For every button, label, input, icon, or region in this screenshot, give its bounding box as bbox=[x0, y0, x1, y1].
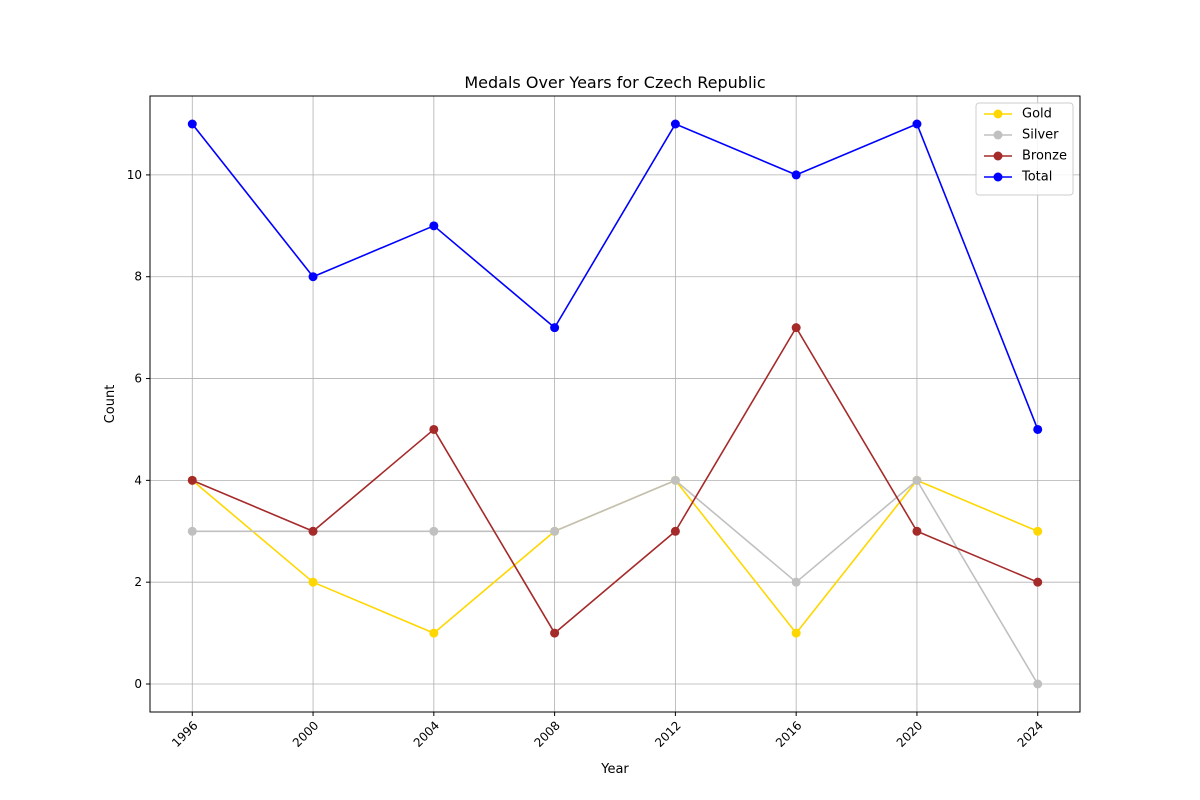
chart-title: Medals Over Years for Czech Republic bbox=[464, 73, 765, 92]
data-point-bronze bbox=[429, 424, 439, 434]
data-point-silver bbox=[670, 475, 680, 485]
data-point-gold bbox=[308, 577, 318, 587]
data-point-total bbox=[912, 119, 922, 129]
series-line-total bbox=[191, 123, 1039, 430]
data-point-total bbox=[308, 272, 318, 282]
data-point-total bbox=[791, 170, 801, 180]
legend-box bbox=[975, 102, 1074, 196]
data-point-bronze bbox=[187, 475, 197, 485]
legend-label-gold: Gold bbox=[1022, 107, 1052, 122]
data-point-silver bbox=[187, 526, 197, 536]
y-tick-label: 8 bbox=[134, 270, 142, 284]
data-point-silver bbox=[1033, 679, 1043, 689]
data-point-silver bbox=[791, 577, 801, 587]
data-point-total bbox=[1033, 424, 1043, 434]
x-axis-label: Year bbox=[600, 762, 629, 777]
legend-label-bronze: Bronze bbox=[1022, 149, 1067, 164]
data-point-gold bbox=[429, 628, 439, 638]
legend-marker-total bbox=[993, 172, 1003, 182]
legend-label-total: Total bbox=[1021, 170, 1052, 185]
y-axis-label: Count bbox=[103, 385, 118, 424]
data-point-bronze bbox=[670, 526, 680, 536]
data-point-bronze bbox=[308, 526, 318, 536]
data-point-total bbox=[187, 119, 197, 129]
series-line-bronze bbox=[191, 326, 1039, 634]
series-markers bbox=[187, 119, 1043, 689]
legend-marker-bronze bbox=[993, 151, 1003, 161]
data-point-bronze bbox=[1033, 577, 1043, 587]
data-point-silver bbox=[912, 475, 922, 485]
data-point-bronze bbox=[550, 628, 560, 638]
data-point-total bbox=[429, 221, 439, 231]
data-point-silver bbox=[429, 526, 439, 536]
y-tick-label: 10 bbox=[127, 168, 142, 182]
legend-marker-silver bbox=[993, 130, 1003, 140]
data-point-total bbox=[550, 323, 560, 333]
data-point-gold bbox=[1033, 526, 1043, 536]
y-tick-label: 0 bbox=[134, 677, 142, 691]
y-axis-ticks: 0 2 4 6 8 10 bbox=[127, 168, 150, 691]
series-lines bbox=[191, 123, 1039, 685]
data-point-bronze bbox=[791, 323, 801, 333]
legend-marker-gold bbox=[993, 109, 1003, 119]
y-tick-label: 4 bbox=[134, 473, 142, 487]
y-tick-label: 2 bbox=[134, 575, 142, 589]
data-point-gold bbox=[791, 628, 801, 638]
data-point-total bbox=[670, 119, 680, 129]
data-point-silver bbox=[550, 526, 560, 536]
plot-frame bbox=[149, 95, 1081, 713]
y-tick-label: 6 bbox=[134, 372, 142, 386]
data-point-bronze bbox=[912, 526, 922, 536]
legend-label-silver: Silver bbox=[1022, 128, 1059, 143]
legend: Gold Silver Bronze Total bbox=[975, 102, 1074, 196]
